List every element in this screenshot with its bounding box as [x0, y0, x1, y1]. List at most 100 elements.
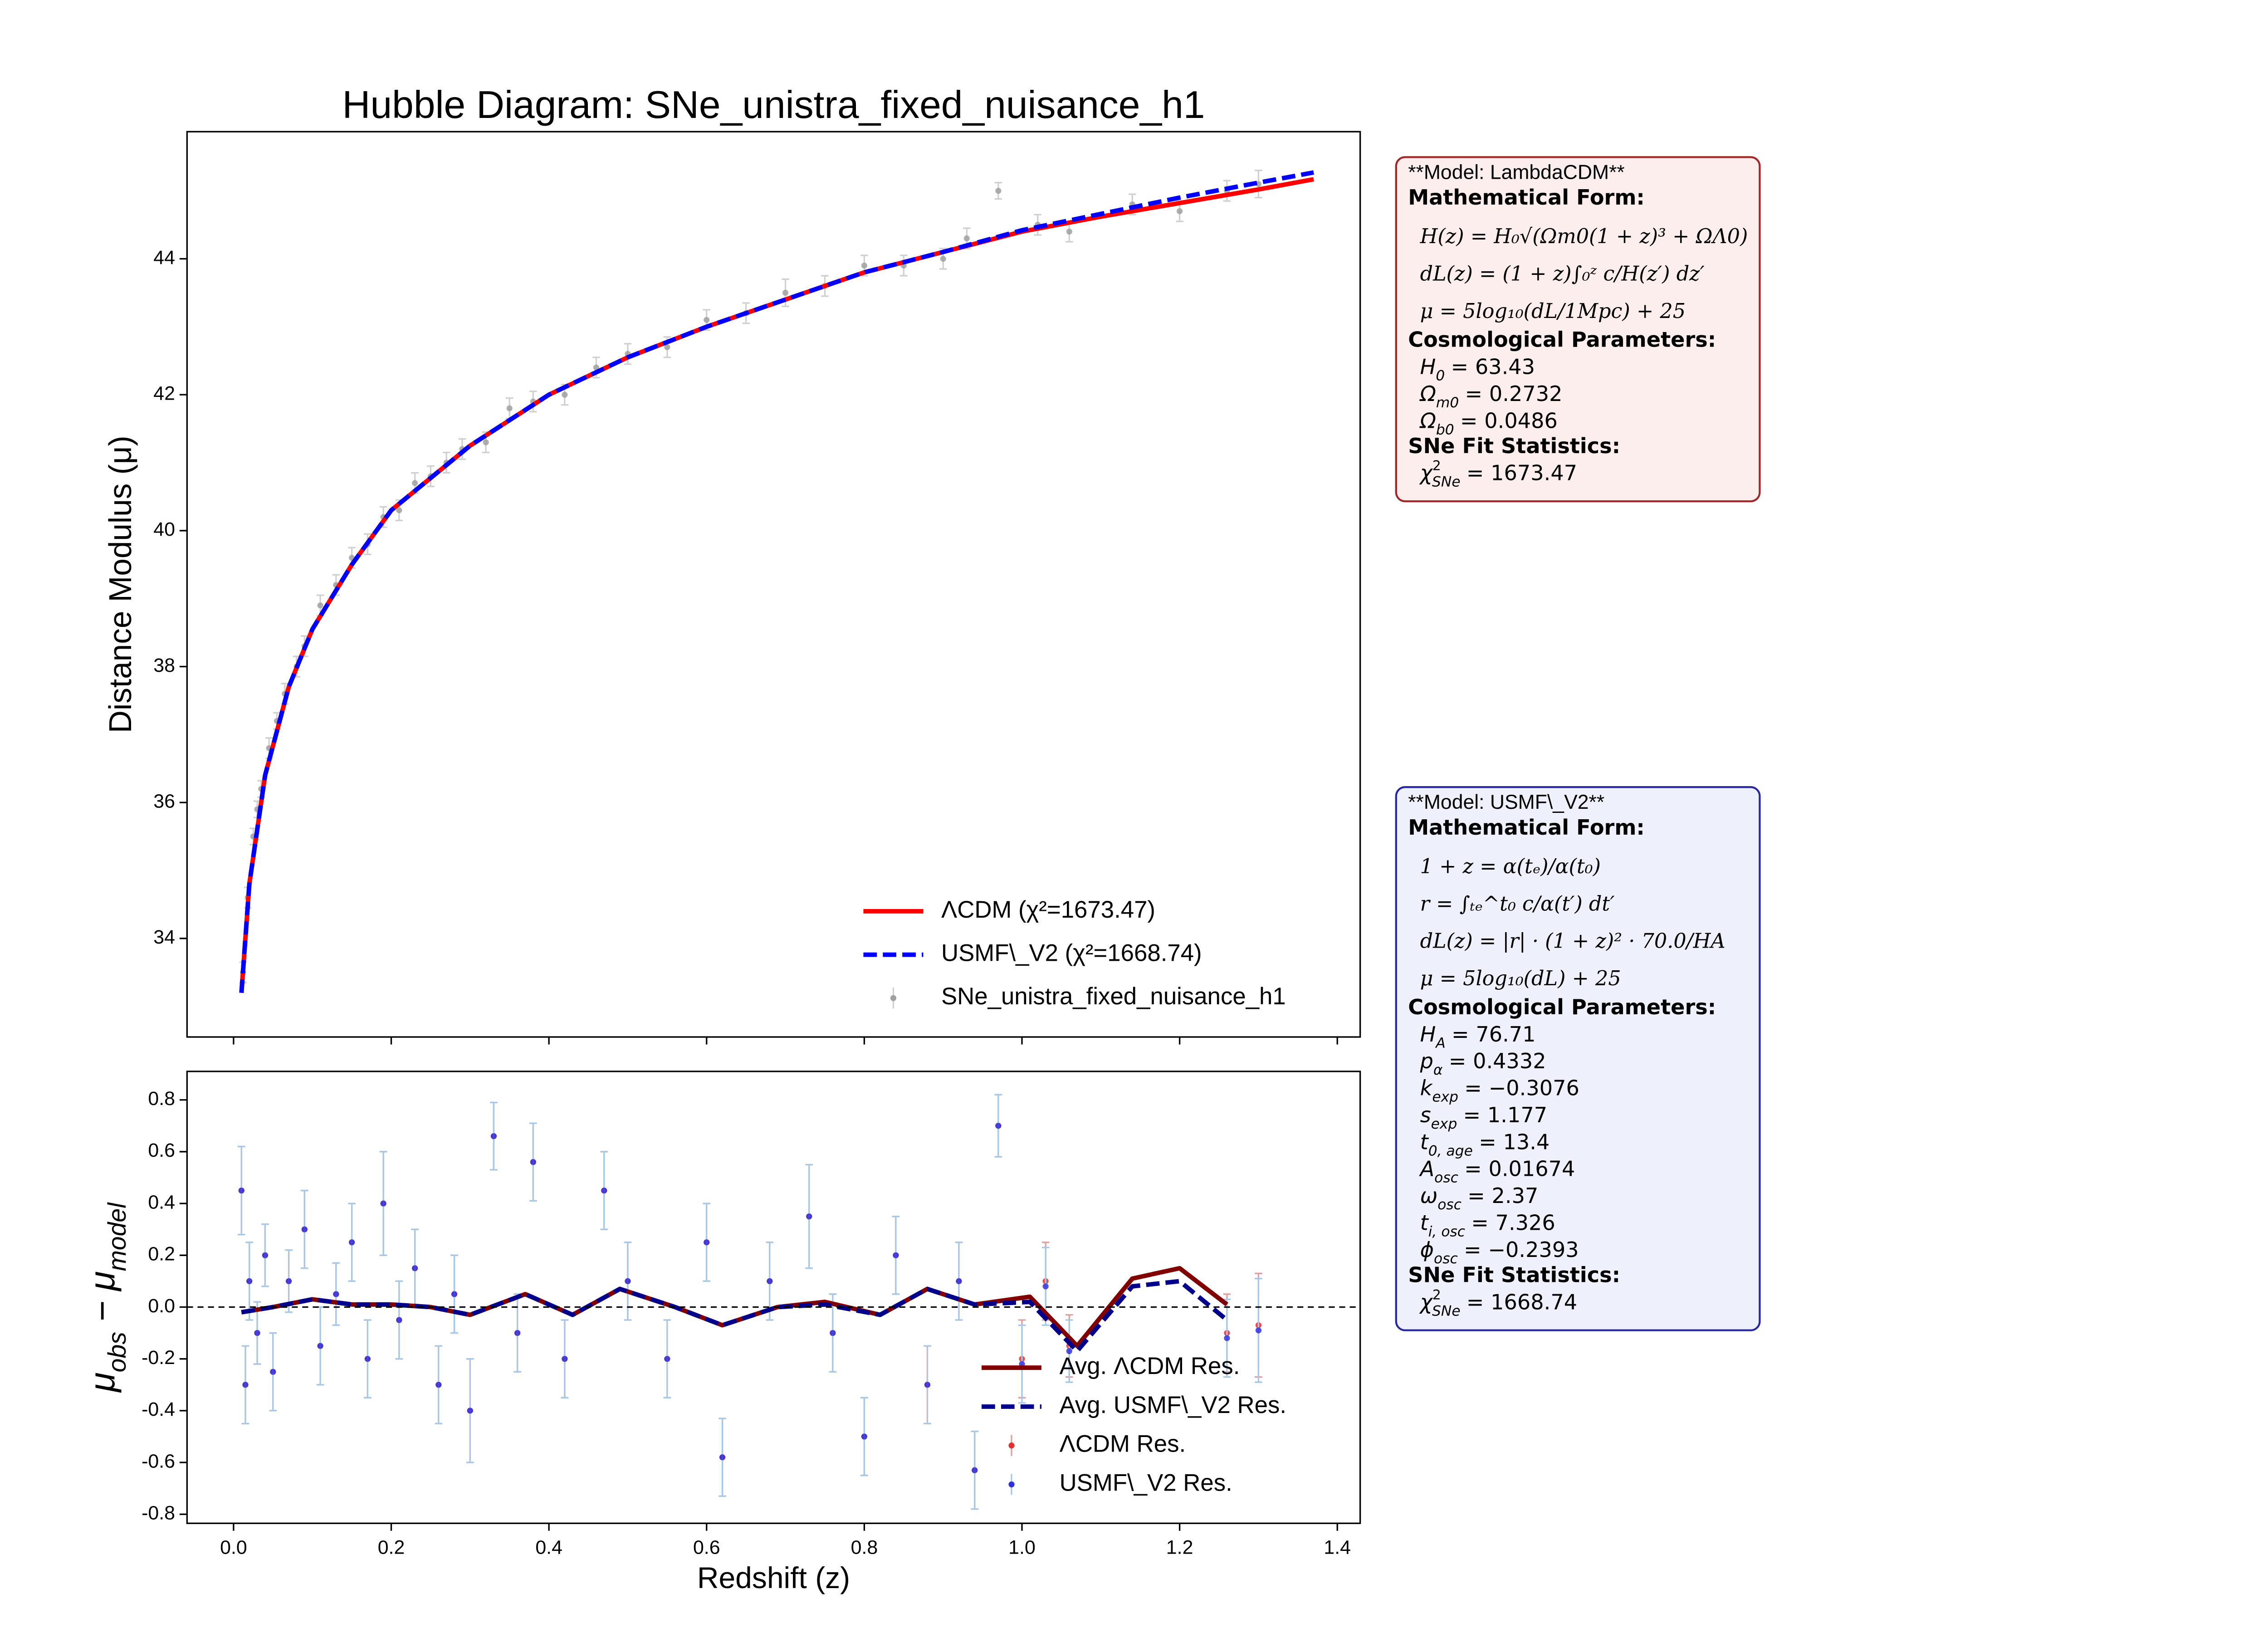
parameter: H0 = 63.43 [1420, 354, 1535, 384]
data-point [349, 1239, 355, 1246]
param-value: = 63.43 [1451, 354, 1535, 379]
param-symbol: Ω [1419, 408, 1436, 433]
parameter: HA = 76.71 [1420, 1022, 1536, 1051]
box-heading: SNe Fit Statistics: [1408, 434, 1620, 458]
data-point [242, 1382, 249, 1388]
y-tick-label: -0.8 [142, 1502, 175, 1524]
param-sub: exp [1431, 1116, 1457, 1132]
x-tick-label: 0.0 [220, 1537, 247, 1559]
data-point [625, 1278, 631, 1284]
param-symbol: k [1420, 1076, 1433, 1100]
parameter: Aosc = 0.01674 [1419, 1156, 1575, 1186]
param-symbol: t [1420, 1210, 1429, 1235]
y-axis-label: Distance Modulus (μ) [103, 435, 138, 733]
data-point [782, 289, 789, 296]
x-tick-label: 0.6 [693, 1537, 720, 1559]
data-point [893, 1252, 899, 1258]
legend-label: Avg. USMF\_V2 Res. [1060, 1392, 1286, 1418]
data-point [664, 344, 670, 350]
data-point [562, 1356, 568, 1362]
model-box [1395, 156, 1761, 503]
data-point [924, 1382, 931, 1388]
box-title: **Model: USMF\_V2** [1408, 791, 1604, 813]
data-point [1177, 208, 1183, 215]
data-point [1255, 181, 1262, 187]
box-heading: Cosmological Parameters: [1408, 328, 1716, 352]
data-point [767, 1278, 773, 1284]
y-tick-label: 36 [153, 790, 175, 812]
box-heading: Mathematical Form: [1408, 185, 1645, 210]
data-point [380, 1200, 386, 1207]
data-point [514, 1330, 521, 1336]
legend-label: ΛCDM Res. [1060, 1431, 1186, 1457]
axes-frame [186, 1071, 1361, 1524]
param-value: = 2.37 [1467, 1183, 1538, 1208]
param-sub: osc [1437, 1197, 1461, 1213]
param-value: = 76.71 [1452, 1022, 1536, 1046]
formula: 1 + z = α(tₑ)/α(t₀) [1420, 855, 1601, 878]
param-symbol: ω [1420, 1183, 1438, 1208]
data-point [333, 1291, 339, 1297]
data-point [719, 1454, 726, 1461]
axes-frame [186, 131, 1361, 1038]
data-point [1066, 228, 1072, 235]
data-point [861, 262, 867, 269]
param-symbol: H [1420, 1022, 1436, 1046]
param-value: = 0.2732 [1465, 381, 1563, 406]
param-value: = 7.326 [1471, 1210, 1555, 1235]
param-symbol: s [1420, 1102, 1431, 1127]
param-symbol: p [1420, 1049, 1433, 1073]
legend-label: SNe_unistra_fixed_nuisance_h1 [941, 983, 1286, 1010]
parameter: kexp = −0.3076 [1420, 1076, 1579, 1105]
param-sub: m0 [1436, 395, 1459, 411]
parameter: t0, age = 13.4 [1420, 1129, 1550, 1159]
parameter: pα = 0.4332 [1420, 1049, 1546, 1079]
data-point [451, 1291, 458, 1297]
y-tick-label: -0.6 [142, 1450, 175, 1472]
data-point [1255, 1327, 1262, 1334]
legend-marker [1008, 1481, 1015, 1488]
formula: μ = 5log₁₀(dL/1Mpc) + 25 [1420, 299, 1686, 323]
param-value: = 13.4 [1479, 1129, 1549, 1154]
y-label-part: μ [82, 1372, 122, 1393]
x-tick-label: 1.2 [1166, 1537, 1193, 1559]
box-heading: Mathematical Form: [1408, 815, 1645, 840]
data-point [285, 1278, 292, 1284]
param-sub: exp [1432, 1089, 1458, 1105]
parameter: ϕosc = −0.2393 [1420, 1237, 1579, 1267]
data-point [506, 405, 513, 411]
data-point [806, 1213, 812, 1220]
data-point [270, 1369, 276, 1375]
param-sub: osc [1434, 1170, 1458, 1186]
data-point [301, 1226, 308, 1232]
data-point [435, 1382, 442, 1388]
x-tick-label: 0.8 [851, 1537, 878, 1559]
formula: μ = 5log₁₀(dL) + 25 [1420, 967, 1621, 990]
param-sub: 0, age [1428, 1143, 1473, 1159]
data-point [530, 1159, 536, 1165]
param-value: = 0.01674 [1464, 1156, 1575, 1181]
x-tick-label: 0.2 [378, 1537, 405, 1559]
parameter: Ωb0 = 0.0486 [1419, 408, 1558, 438]
y-tick-label: 0.8 [148, 1088, 175, 1110]
param-sup: 2 [1432, 458, 1441, 474]
plot-area [239, 170, 1314, 993]
model-box [1395, 786, 1761, 1331]
parameter: χ2 SNe = 1673.47 [1419, 458, 1578, 490]
param-sup: 2 [1432, 1286, 1441, 1302]
data-point [467, 1408, 473, 1414]
box-title: **Model: LambdaCDM** [1408, 161, 1625, 183]
data-point [940, 255, 946, 262]
model-line [239, 170, 1314, 993]
box-heading: SNe Fit Statistics: [1408, 1262, 1620, 1287]
legend-marker [1008, 1442, 1015, 1449]
y-label-sub: model [103, 1202, 131, 1271]
data-point [412, 480, 418, 486]
param-value: = 1673.47 [1466, 460, 1577, 485]
data-point [704, 1239, 710, 1246]
param-symbol: ϕ [1420, 1237, 1434, 1261]
data-point [396, 507, 402, 513]
